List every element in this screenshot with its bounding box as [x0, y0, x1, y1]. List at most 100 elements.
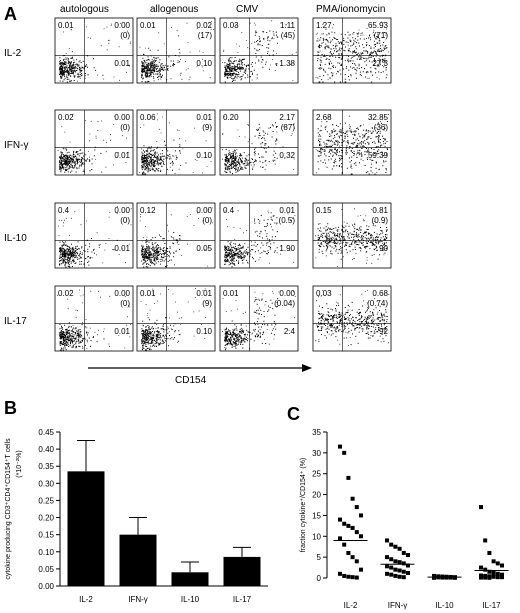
bar-y-tick-label: 0.20: [38, 514, 54, 523]
quadrant-value-ur: 0.00: [114, 21, 130, 30]
bar: [119, 534, 157, 586]
flow-events: [59, 51, 104, 83]
flow-events: [224, 215, 278, 268]
quadrant-value-ur-percent: (9): [202, 123, 212, 132]
bar-y-tick-label: 0.40: [38, 445, 54, 454]
scatter-point: [406, 570, 410, 575]
flow-plot: 0.02 0.00(0) 0.01: [54, 285, 134, 352]
flow-plot: 0.01 0.02(17) 0.10: [136, 17, 216, 84]
quadrant-value-ul: 0.01: [140, 289, 156, 298]
scatter-point: [354, 575, 359, 580]
flow-plot: 2.68 32.85(36) 59.39: [312, 109, 392, 176]
scatter-point: [359, 567, 363, 572]
flow-plot: 0.02 0.00(0) 0.01: [54, 109, 134, 176]
scatter-y-tick-label: 20: [312, 491, 321, 500]
bar-y-tick-label: 0.35: [38, 462, 54, 471]
column-header: autologous: [60, 4, 109, 15]
bar-category-label: IFN-γ: [128, 595, 148, 604]
scatter-point: [401, 569, 406, 574]
scatter-point: [350, 496, 355, 501]
scatter-point: [495, 575, 500, 580]
scatter-point: [401, 550, 406, 555]
scatter-point: [350, 575, 355, 580]
scatter-point: [346, 550, 351, 555]
bar-y-tick-label: 0.00: [38, 582, 54, 591]
scatter-point: [346, 475, 351, 480]
scatter-point: [401, 561, 406, 566]
quadrant-value-ul: 0.03: [316, 289, 332, 298]
cd154-axis-label: CD154: [175, 375, 207, 386]
quadrant-value-ur-percent: (0): [120, 299, 130, 308]
scatter-point: [432, 575, 436, 580]
quadrant-value-lr: 90: [379, 244, 388, 253]
flow-plot: 0.01 0.01(9)0.10: [136, 285, 216, 352]
scatter-point: [350, 525, 355, 530]
quadrant-value-ul: 1.27: [316, 21, 332, 30]
quadrant-value-ur: 0.01: [196, 113, 212, 122]
quadrant-value-ul: 0.01: [58, 21, 74, 30]
quadrant-value-ur: 0.00: [114, 113, 130, 122]
quadrant-value-ur: 0.68: [372, 289, 388, 298]
scatter-point: [479, 575, 483, 580]
quadrant-value-lr: 0.01: [114, 327, 130, 336]
scatter-point: [406, 553, 410, 558]
scatter-point: [342, 521, 347, 526]
bar-category-label: IL-2: [79, 595, 93, 604]
scatter-point: [491, 574, 496, 579]
scatter-point: [359, 534, 363, 539]
flow-plot: 0.12 0.00(0) 0.05: [136, 202, 216, 269]
scatter-point: [397, 574, 402, 579]
quadrant-value-lr: 0.10: [196, 327, 212, 336]
flow-plot-grid: 0.01 0.00(0)0.010.01 0.02(17)0.100.03 1.11(…: [54, 17, 392, 352]
scatter-point: [342, 542, 347, 547]
column-header: CMV: [236, 4, 259, 15]
quadrant-value-lr: 0.10: [196, 151, 212, 160]
flow-events: [59, 147, 103, 173]
quadrant-value-ur-percent: (0): [202, 216, 212, 225]
flow-plot: 1.27 65.93(71) 27.3: [312, 17, 392, 84]
scatter-y-tick-label: 30: [312, 449, 321, 458]
quadrant-value-lr: 0.05: [196, 244, 212, 253]
scatter-point: [359, 513, 363, 518]
scatter-point: [487, 569, 492, 574]
bar-y-tick-label: 0.30: [38, 479, 54, 488]
scatter-point: [453, 575, 457, 580]
scatter-point: [479, 565, 483, 570]
flow-events: [317, 220, 388, 260]
flow-events: [59, 322, 105, 351]
flow-plot: 0.03 1.11(45) 1.38: [219, 17, 299, 84]
panel-letter-b: B: [4, 398, 17, 418]
scatter-point: [500, 575, 504, 580]
scatter-point: [354, 559, 359, 564]
quadrant-value-ul: 0.01: [140, 21, 156, 30]
scatter-point: [500, 572, 504, 577]
bar-category-label: IL-10: [181, 595, 200, 604]
bar-y-tick-label: 0.25: [38, 496, 54, 505]
scatter-point: [389, 565, 394, 570]
scatter-point: [338, 444, 342, 449]
scatter-point: [495, 571, 500, 576]
quadrant-value-lr: 27.3: [372, 59, 388, 68]
bar-y-tick-label: 0.05: [38, 565, 54, 574]
quadrant-value-lr: 1.90: [279, 244, 295, 253]
quadrant-value-ur: 0.00: [114, 206, 130, 215]
column-header: allogenous: [150, 4, 198, 15]
scatter-y-axis-title: fraction cytokine⁺/CD154⁺ (%): [300, 458, 307, 553]
quadrant-value-ul: 0.02: [58, 113, 74, 122]
flow-column-headers: autologous allogenous CMV PMA/ionomycin: [60, 4, 385, 15]
quadrant-value-ul: 0.01: [223, 289, 239, 298]
flow-events: [59, 238, 114, 268]
scatter-point: [479, 573, 483, 578]
scatter-point: [350, 555, 355, 560]
bar: [223, 556, 261, 586]
scatter-point: [491, 559, 496, 564]
quadrant-value-ur: 0.02: [196, 21, 212, 30]
flow-plot: 0.15 0.81(0.9) 90: [312, 202, 392, 269]
quadrant-value-ur-percent: (0.9): [372, 216, 389, 225]
quadrant-value-lr: 0.10: [196, 59, 212, 68]
scatter-point: [483, 567, 488, 572]
scatter-point: [397, 560, 402, 565]
bar-y-tick-label: 0.15: [38, 531, 54, 540]
